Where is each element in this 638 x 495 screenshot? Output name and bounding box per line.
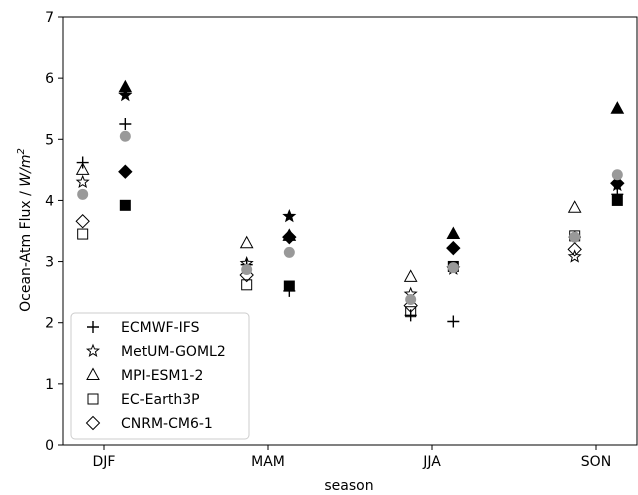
x-tick-label: JJA (422, 454, 441, 470)
data-point (610, 176, 625, 191)
y-tick-label: 0 (45, 438, 54, 454)
data-point (77, 188, 89, 200)
ticks: 0 1 2 3 4 5 6 7 DJF MAM JJA SON (45, 10, 611, 470)
data-point (282, 229, 297, 245)
legend-label: MPI-ESM1-2 (121, 368, 203, 384)
y-axis-label-exponent: 2 (16, 148, 27, 154)
series-cnrm-cm6-1 (75, 164, 625, 313)
y-tick-label: 2 (45, 316, 54, 332)
data-point (611, 194, 623, 206)
legend: ECMWF-IFS MetUM-GOML2 MPI-ESM1-2 EC-Earth3P… (70, 312, 250, 440)
data-point (446, 226, 461, 240)
legend-marker (87, 321, 99, 333)
data-point (75, 174, 90, 189)
x-tick-label: DJF (93, 454, 116, 470)
data-point (567, 242, 582, 257)
data-point (118, 79, 133, 93)
y-tick-label: 3 (45, 255, 54, 271)
series-mpi-esm1-2 (75, 79, 625, 282)
series-metum-goml2 (75, 87, 625, 300)
legend-item: MetUM-GOML2 (85, 343, 226, 360)
x-tick-label: SON (581, 454, 611, 470)
data-point (404, 309, 417, 322)
data-point (77, 228, 89, 240)
data-point (446, 240, 461, 256)
legend-item: CNRM-CM6-1 (85, 415, 213, 432)
axes-frame (62, 16, 638, 446)
data-point (405, 293, 417, 305)
legend-label: ECMWF-IFS (121, 320, 200, 336)
legend-box (70, 312, 250, 440)
data-point (569, 231, 581, 243)
y-tick-label: 5 (45, 132, 54, 148)
data-point (403, 298, 418, 313)
series-ecmwf-ifs (76, 118, 624, 328)
data-point (405, 306, 417, 318)
data-point (118, 164, 133, 179)
data-point (403, 269, 418, 282)
data-point (447, 315, 460, 328)
y-axis-label: Ocean-Atm Flux / W/m2 (16, 148, 34, 312)
data-point (567, 249, 582, 263)
y-tick-label: 4 (45, 193, 54, 209)
data-point (239, 235, 254, 249)
data-point (241, 279, 253, 291)
data-point (447, 262, 459, 274)
x-tick-label: MAM (251, 454, 285, 470)
legend-label: MetUM-GOML2 (121, 344, 226, 360)
legend-label: EC-Earth3P (121, 392, 200, 408)
legend-marker (87, 393, 99, 405)
data-point (119, 118, 132, 130)
data-point (119, 199, 131, 211)
y-tick-label: 6 (45, 71, 54, 87)
y-axis-label-prefix: Ocean-Atm Flux / (18, 187, 34, 312)
data-point (567, 200, 582, 213)
data-point (75, 214, 90, 229)
legend-marker (86, 367, 100, 380)
legend-item: EC-Earth3P (87, 392, 200, 408)
data-point (283, 246, 295, 258)
data-points (75, 79, 625, 328)
data-point (282, 208, 297, 223)
legend-marker (85, 415, 101, 431)
data-point (611, 169, 623, 181)
x-axis-label: season (324, 478, 373, 494)
axes (62, 16, 638, 446)
legend-label: CNRM-CM6-1 (121, 416, 213, 432)
data-point (610, 101, 625, 114)
series-unlabeled-5 (77, 130, 623, 305)
series-ec-earth3p (77, 194, 623, 318)
data-point (283, 280, 295, 292)
y-axis-label-unit: W/m (18, 155, 34, 187)
y-tick-label: 1 (45, 377, 54, 393)
legend-item: MPI-ESM1-2 (86, 367, 203, 384)
legend-marker (85, 343, 101, 357)
y-tick-label: 7 (45, 10, 54, 26)
data-point (118, 87, 133, 102)
data-point (119, 130, 131, 142)
data-point (241, 264, 253, 276)
legend-item: ECMWF-IFS (87, 320, 200, 336)
data-point (75, 162, 90, 175)
